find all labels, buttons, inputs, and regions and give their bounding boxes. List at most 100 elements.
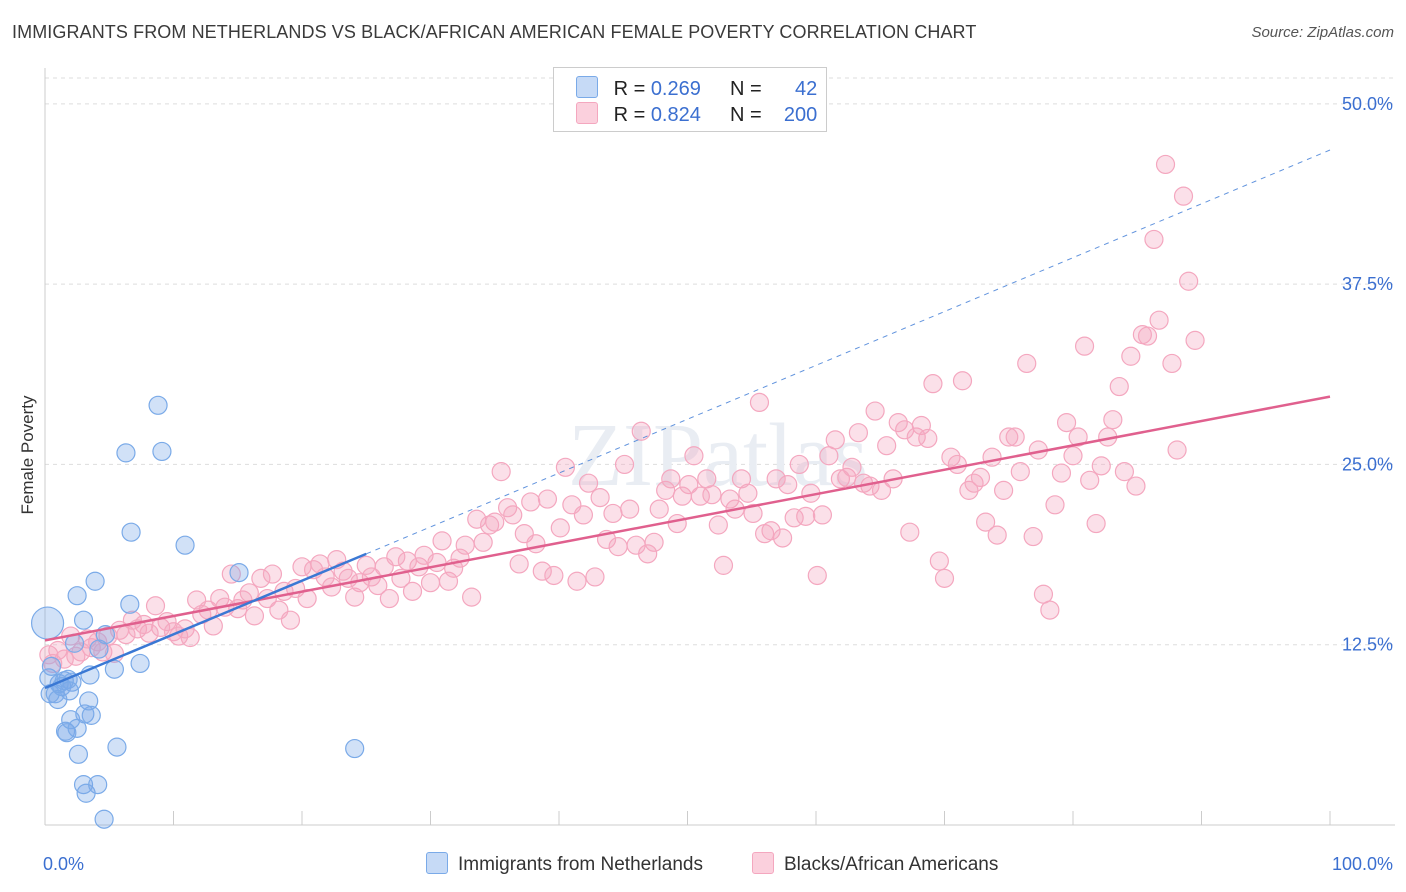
series-blacks-african-americans [39, 154, 1205, 674]
data-point-blacks [1091, 456, 1111, 476]
data-point-blacks [251, 568, 271, 588]
data-point-blacks [934, 568, 955, 588]
y-tick-label: 25.0% [1342, 454, 1393, 474]
data-point-blacks [976, 512, 996, 532]
data-point-blacks [842, 457, 862, 477]
bottom-legend-swatch-pink [752, 852, 774, 874]
data-point-blacks [807, 565, 827, 586]
data-point-blacks [1185, 330, 1205, 350]
data-point-blacks [397, 551, 417, 571]
data-point-blacks [1121, 346, 1141, 366]
data-point-blacks [697, 469, 717, 489]
data-point-blacks [1040, 600, 1060, 620]
data-point-netherlands [85, 571, 105, 591]
data-point-blacks [485, 512, 505, 532]
data-point-netherlands [152, 441, 172, 462]
bottom-legend-label-series2: Blacks/African Americans [784, 854, 999, 875]
data-point-blacks [720, 489, 740, 509]
data-point-blacks [631, 421, 651, 441]
data-point-blacks [603, 503, 623, 524]
data-point-blacks [345, 587, 365, 607]
data-point-netherlands [88, 775, 108, 795]
data-point-blacks [532, 561, 552, 581]
data-point-blacks [796, 506, 816, 526]
data-point-netherlands [107, 737, 127, 757]
legend-r-label: R = [613, 78, 646, 100]
x-tick-label: 100.0% [1332, 854, 1393, 874]
chart-title: IMMIGRANTS FROM NETHERLANDS VS BLACK/AFR… [12, 22, 977, 42]
data-point-blacks [491, 462, 511, 482]
data-point-blacks [970, 467, 991, 488]
data-point-blacks [848, 423, 869, 443]
data-point-blacks [1074, 336, 1095, 356]
data-point-blacks [578, 473, 599, 493]
source-label: Source: ZipAtlas.com [1251, 24, 1394, 41]
data-point-blacks [656, 480, 676, 500]
y-axis-label: Female Poverty [18, 395, 37, 515]
trend-lines [44, 149, 1331, 690]
data-point-blacks [509, 554, 529, 574]
data-point-blacks [987, 525, 1007, 545]
legend-r-value-series2: 0.824 [650, 104, 701, 126]
data-point-blacks [262, 564, 283, 584]
data-point-blacks [702, 485, 722, 505]
axes [44, 68, 1395, 826]
series-immigrants-netherlands [30, 395, 365, 829]
y-tick-label: 12.5% [1342, 635, 1393, 655]
data-point-blacks [1068, 427, 1088, 447]
data-point-blacks [550, 518, 570, 538]
data-point-blacks [567, 571, 587, 591]
data-point-blacks [455, 535, 475, 555]
legend-n-label: N = [730, 78, 762, 100]
data-point-blacks [1114, 462, 1135, 482]
data-point-blacks [1005, 427, 1025, 447]
data-point-blacks [1103, 410, 1123, 430]
data-point-blacks [1056, 412, 1077, 433]
data-point-netherlands [30, 606, 65, 640]
data-point-blacks [743, 503, 763, 524]
data-point-netherlands [41, 656, 62, 676]
legend-r-value-series1: 0.269 [650, 78, 701, 100]
data-point-blacks [620, 499, 640, 519]
data-point-blacks [386, 547, 406, 567]
data-point-blacks [900, 522, 920, 542]
data-point-blacks [473, 532, 493, 552]
data-point-blacks [772, 528, 793, 548]
data-point-blacks [1179, 271, 1199, 291]
data-point-netherlands [120, 594, 140, 614]
legend-swatch-pink [576, 102, 598, 124]
bottom-legend-label-series1: Immigrants from Netherlands [458, 854, 703, 875]
legend-n-label: N = [730, 104, 762, 126]
y-tick-label: 37.5% [1342, 274, 1393, 294]
y-tick-label: 50.0% [1342, 94, 1393, 114]
data-point-blacks [480, 515, 500, 535]
data-point-blacks [918, 428, 938, 449]
legend-n-value-series2: 200 [783, 104, 818, 126]
data-point-netherlands [68, 744, 89, 764]
data-point-blacks [982, 447, 1002, 467]
data-point-blacks [888, 412, 908, 433]
data-point-blacks [837, 467, 857, 488]
data-point-blacks [280, 610, 301, 630]
data-point-blacks [812, 505, 833, 525]
data-point-blacks [88, 632, 108, 652]
data-point-blacks [644, 532, 664, 552]
data-point-blacks [462, 587, 482, 607]
data-point-netherlands [73, 610, 94, 630]
data-point-blacks [503, 505, 523, 525]
data-point-netherlands [55, 721, 76, 741]
bottom-legend-series1: Immigrants from Netherlands [426, 852, 703, 876]
data-point-blacks [684, 446, 704, 466]
legend-row-series2: R = 0.824 N = 200 [576, 102, 817, 126]
legend-r-label: R = [613, 104, 646, 126]
data-point-blacks [766, 469, 786, 489]
data-point-blacks [244, 606, 265, 626]
data-point-blacks [661, 469, 681, 489]
data-point-blacks [537, 489, 558, 509]
data-point-blacks [825, 430, 845, 450]
data-point-blacks [1162, 353, 1182, 374]
data-point-blacks [1155, 154, 1176, 175]
bottom-legend-series2: Blacks/African Americans [752, 852, 998, 876]
data-point-blacks [145, 596, 166, 616]
